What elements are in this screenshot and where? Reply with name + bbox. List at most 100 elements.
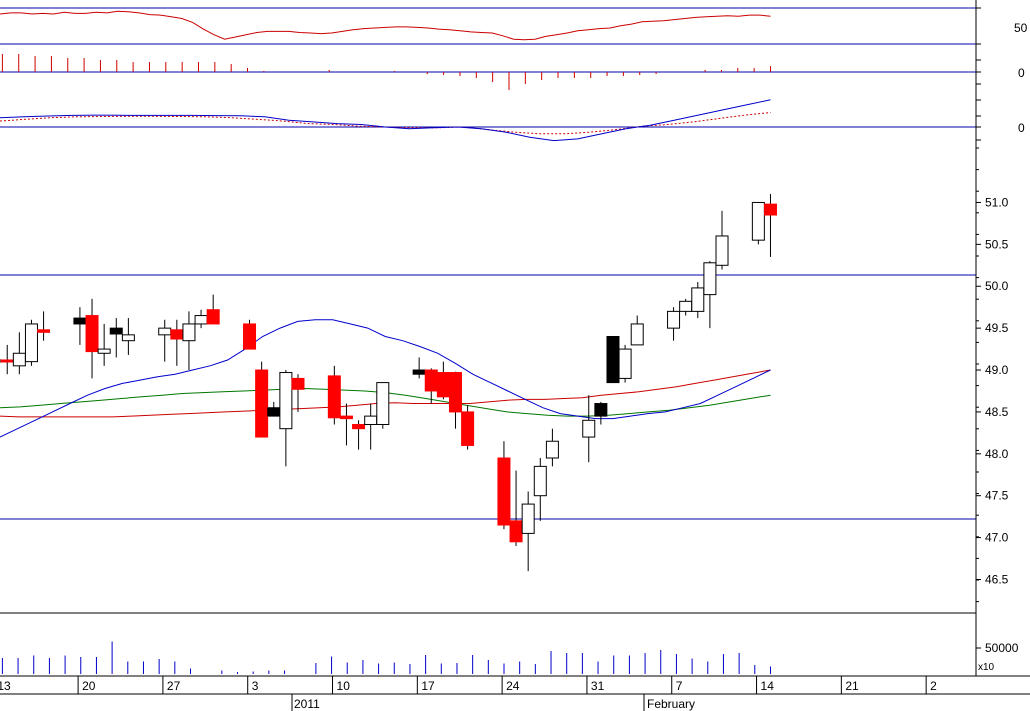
- candlestick: [376, 382, 390, 429]
- candlestick: [630, 315, 644, 346]
- candlesticks: [0, 194, 777, 572]
- candle-body: [279, 372, 293, 430]
- candle-body: [97, 348, 111, 354]
- rsi-line: [0, 10, 771, 41]
- price-tick-label: 50.5: [985, 237, 1009, 251]
- price-tick-label: 50.0: [985, 279, 1009, 293]
- date-tick-label: 20: [82, 679, 96, 693]
- date-tick-label: 3: [252, 679, 259, 693]
- histogram-tick-label: 0: [1018, 66, 1025, 80]
- candle-body: [461, 411, 475, 446]
- candlestick: [679, 298, 693, 316]
- candlestick: [206, 294, 220, 325]
- macd-tick-label: 0: [1018, 121, 1025, 135]
- candle-body: [424, 369, 438, 392]
- candle-body: [606, 336, 620, 384]
- candle-body: [630, 323, 644, 346]
- candle-body: [436, 372, 450, 398]
- rsi-tick-label: 50: [1014, 21, 1028, 35]
- candlestick: [243, 319, 257, 350]
- candle-body: [618, 348, 632, 379]
- price-tick-label: 48.5: [985, 405, 1009, 419]
- candlestick: [521, 491, 535, 572]
- candlestick: [606, 336, 620, 384]
- sma-short-line: [0, 319, 771, 438]
- candle-body: [0, 359, 14, 363]
- candle-body: [267, 407, 281, 417]
- date-tick-label: 2: [930, 679, 937, 693]
- macd-line: [0, 99, 771, 142]
- candle-body: [243, 323, 257, 350]
- candle-body: [667, 310, 681, 329]
- candlestick: [582, 395, 596, 463]
- candle-body: [291, 377, 305, 390]
- candle-body: [715, 235, 729, 266]
- candle-body: [364, 415, 378, 425]
- candle-body: [85, 315, 99, 353]
- candlestick: [412, 357, 426, 379]
- candle-body: [339, 415, 353, 420]
- candlestick: [751, 201, 765, 245]
- candle-body: [521, 503, 535, 534]
- candle-body: [170, 329, 184, 340]
- date-tick-label: 17: [421, 679, 435, 693]
- volume-multiplier-label: x10: [978, 662, 995, 673]
- candle-body: [691, 287, 705, 312]
- date-tick-label: 31: [591, 679, 605, 693]
- date-tick-label: 27: [167, 679, 181, 693]
- candlestick: [594, 401, 608, 425]
- right-axis: [975, 0, 981, 676]
- date-tick-label: 24: [506, 679, 520, 693]
- candlestick: [73, 307, 87, 345]
- candle-body: [448, 372, 462, 413]
- candle-body: [352, 423, 366, 430]
- candlestick: [715, 210, 729, 270]
- right-axis-ticks: [976, 7, 981, 603]
- candle-body: [255, 369, 269, 438]
- candlestick: [279, 370, 293, 467]
- candlestick: [703, 261, 717, 329]
- date-tick-label: 10: [337, 679, 351, 693]
- candle-body: [37, 329, 51, 333]
- date-ticks: 13 20 27 3 10 17 24 31 7 14 21 2: [0, 676, 937, 694]
- candlestick: [0, 344, 14, 375]
- candlestick: [448, 371, 462, 429]
- price-panel: 46.5 47.0 47.5 48.0 48.5 49.0 49.5 50.0 50.5 51.0: [0, 194, 1009, 586]
- price-tick-labels: 46.5 47.0 47.5 48.0 48.5 49.0 49.5 50.0 50.5 51.0: [976, 195, 1009, 586]
- date-tick-label: 7: [676, 679, 683, 693]
- candlestick: [121, 318, 135, 355]
- date-tick-label: 21: [845, 679, 859, 693]
- candle-body: [679, 300, 693, 312]
- histogram-panel: 0: [0, 54, 1025, 90]
- volume-tick-label: 50000: [985, 641, 1019, 655]
- volume-panel: 50000 x10: [1, 641, 1019, 674]
- candlestick: [461, 405, 475, 450]
- candlestick: [667, 307, 681, 341]
- candlestick: [424, 368, 438, 404]
- candlestick: [170, 319, 184, 366]
- candlestick: [691, 282, 705, 319]
- candlestick: [85, 298, 99, 379]
- candle-body: [594, 403, 608, 417]
- candlestick: [158, 319, 172, 362]
- price-tick-label: 49.5: [985, 321, 1009, 335]
- candlestick: [352, 420, 366, 450]
- candle-body: [497, 457, 511, 526]
- candlestick: [24, 319, 38, 366]
- candlestick: [618, 344, 632, 383]
- candlestick: [291, 374, 305, 412]
- candle-body: [533, 465, 547, 497]
- candle-body: [158, 327, 172, 336]
- candlestick: [497, 441, 511, 530]
- candle-body: [376, 382, 390, 425]
- candle-body: [12, 352, 26, 367]
- candle-body: [73, 317, 87, 325]
- price-tick-label: 47.5: [985, 489, 1009, 503]
- price-tick-label: 48.0: [985, 447, 1009, 461]
- candle-body: [412, 369, 426, 375]
- candle-body: [545, 440, 559, 459]
- month-label-2011: 2011: [294, 697, 320, 711]
- candlestick: [12, 332, 26, 375]
- candlestick: [182, 311, 196, 371]
